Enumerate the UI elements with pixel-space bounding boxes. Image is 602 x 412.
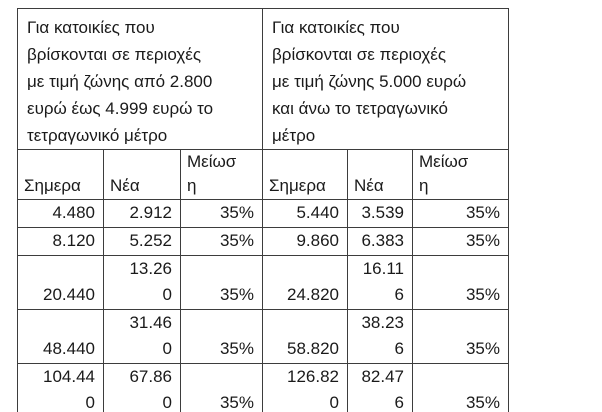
table-cell: 35%	[180, 199, 263, 228]
col-header-meiosi-right: Μείωσ η	[412, 149, 509, 200]
table-cell: 2.912	[103, 199, 181, 228]
table-cell: 48.440	[17, 309, 104, 364]
table-cell: 35%	[180, 309, 263, 364]
table-cell: 38.23 6	[347, 309, 413, 364]
table-cell: 104.44 0	[17, 363, 104, 412]
table-cell: 35%	[412, 363, 509, 412]
col-header-simera-left: Σημερα	[17, 149, 104, 200]
table-cell: 35%	[412, 227, 509, 256]
table-cell: 9.860	[262, 227, 348, 256]
table-row: 104.44 0 67.86 0 35% 126.82 0 82.47 6 35…	[17, 363, 509, 412]
table-cell: 126.82 0	[262, 363, 348, 412]
table-cell: 6.383	[347, 227, 413, 256]
section-header-row: Για κατοικίες που βρίσκονται σε περιοχές…	[17, 8, 509, 150]
table-cell: 67.86 0	[103, 363, 181, 412]
table-cell: 35%	[412, 199, 509, 228]
table-row: 48.440 31.46 0 35% 58.820 38.23 6 35%	[17, 309, 509, 364]
col-header-meiosi-left: Μείωσ η	[180, 149, 263, 200]
table-cell: 35%	[180, 255, 263, 310]
table-cell: 82.47 6	[347, 363, 413, 412]
table-cell: 5.440	[262, 199, 348, 228]
tax-table: Για κατοικίες που βρίσκονται σε περιοχές…	[17, 8, 509, 412]
table-cell: 8.120	[17, 227, 104, 256]
table-row: 4.480 2.912 35% 5.440 3.539 35%	[17, 199, 509, 228]
table-cell: 4.480	[17, 199, 104, 228]
col-header-nea-left: Νέα	[103, 149, 181, 200]
table-cell: 20.440	[17, 255, 104, 310]
section-header-right: Για κατοικίες που βρίσκονται σε περιοχές…	[262, 8, 509, 150]
table-cell: 58.820	[262, 309, 348, 364]
table-row: 20.440 13.26 0 35% 24.820 16.11 6 35%	[17, 255, 509, 310]
table-cell: 35%	[180, 363, 263, 412]
table-cell: 16.11 6	[347, 255, 413, 310]
col-header-nea-right: Νέα	[347, 149, 413, 200]
table-cell: 35%	[180, 227, 263, 256]
table-cell: 5.252	[103, 227, 181, 256]
section-header-left: Για κατοικίες που βρίσκονται σε περιοχές…	[17, 8, 263, 150]
table-cell: 35%	[412, 255, 509, 310]
col-header-simera-right: Σημερα	[262, 149, 348, 200]
table-cell: 31.46 0	[103, 309, 181, 364]
table-cell: 3.539	[347, 199, 413, 228]
table-cell: 13.26 0	[103, 255, 181, 310]
table-row: 8.120 5.252 35% 9.860 6.383 35%	[17, 227, 509, 256]
table-cell: 24.820	[262, 255, 348, 310]
table-cell: 35%	[412, 309, 509, 364]
column-header-row: Σημερα Νέα Μείωσ η Σημερα Νέα Μείωσ η	[17, 149, 509, 200]
